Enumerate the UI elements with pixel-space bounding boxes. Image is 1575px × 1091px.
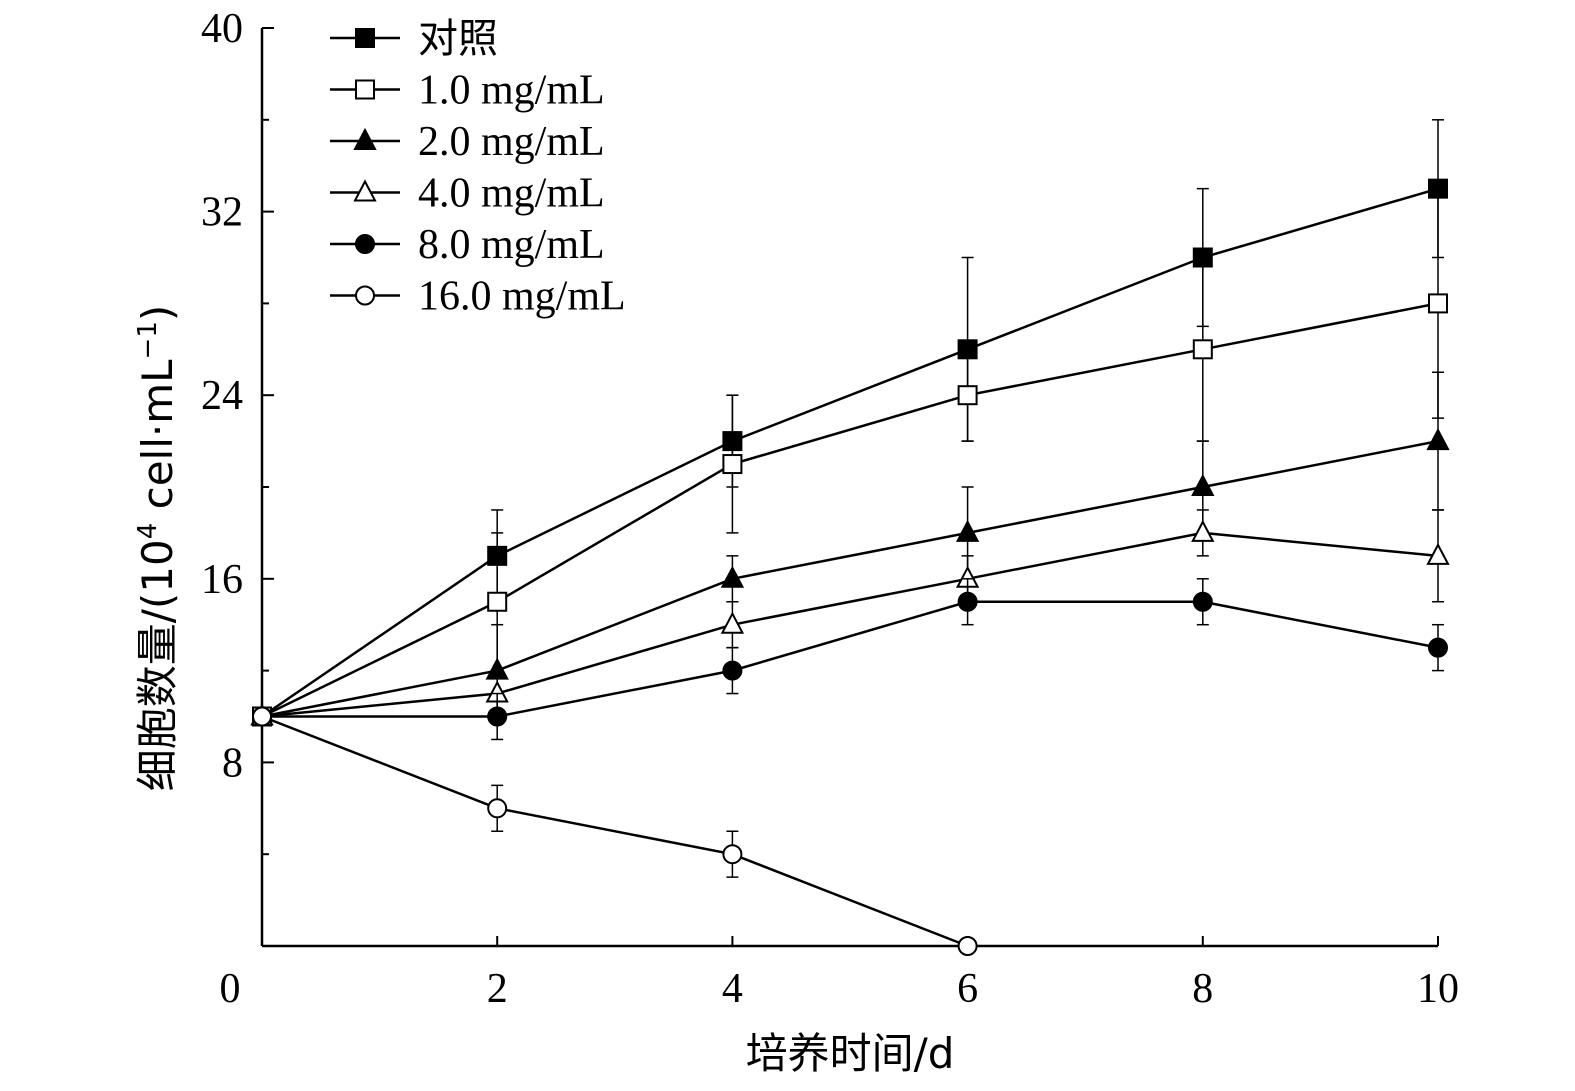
legend-marker (353, 179, 377, 202)
y-tick-label: 8 (222, 740, 243, 786)
y-axis-title-exp: 4 (133, 523, 163, 540)
data-point (957, 385, 978, 406)
data-point (1428, 637, 1448, 658)
x-tick-label: 0 (220, 966, 241, 1012)
data-point (487, 591, 508, 612)
data-point (720, 565, 745, 588)
data-point (720, 611, 745, 634)
data-point (955, 519, 980, 542)
data-point (1191, 473, 1215, 496)
legend-item: 2.0 mg/mL (330, 119, 605, 165)
series-line (261, 531, 1439, 718)
legend-label: 1.0 mg/mL (418, 68, 605, 114)
series-4 (250, 509, 1450, 726)
x-tick-label: 6 (957, 966, 978, 1012)
data-point (252, 706, 272, 727)
data-point (1192, 591, 1213, 612)
y-tick-label: 24 (201, 373, 243, 419)
x-tick-label: 10 (1417, 966, 1459, 1012)
data-point (487, 798, 508, 819)
legend-marker (355, 28, 375, 48)
legend-item: 4.0 mg/mL (330, 171, 605, 217)
series-line (261, 187, 1439, 718)
legend-marker (355, 79, 375, 100)
series-line (261, 715, 969, 948)
y-axis-title-rest: cell·mL (133, 359, 182, 523)
y-tick-label: 16 (201, 557, 243, 603)
data-point (722, 844, 743, 865)
series-line (262, 600, 1439, 718)
data-point (487, 706, 508, 727)
legend-item: 8.0 mg/mL (330, 222, 605, 268)
legend-label: 4.0 mg/mL (418, 171, 605, 217)
legend-item: 16.0 mg/mL (330, 274, 626, 320)
data-point (1426, 542, 1450, 565)
data-point (1191, 519, 1215, 542)
data-point (1428, 293, 1448, 314)
legend-item: 1.0 mg/mL (330, 68, 605, 114)
legend-marker (355, 234, 375, 254)
series-5 (252, 578, 1448, 741)
series-3 (250, 371, 1450, 726)
y-axis-title-close: ) (133, 305, 182, 321)
legend: 对照 1.0 mg/mL 2.0 mg/mL 4.0 mg/mL 8.0 mg/mL 16… (330, 16, 626, 320)
y-tick-label: 40 (201, 6, 243, 52)
data-point (957, 591, 978, 612)
series-line (261, 439, 1439, 718)
series-6 (252, 706, 978, 956)
legend-marker (353, 127, 377, 150)
y-axis-title: 细胞数量/(104 cell·mL−1) (133, 305, 182, 792)
legend-label: 8.0 mg/mL (418, 222, 605, 268)
y-tick-label: 32 (201, 190, 243, 236)
y-axis-title-exp2: −1 (133, 321, 163, 359)
legend-label: 2.0 mg/mL (418, 119, 605, 165)
axes (260, 28, 1438, 948)
series-line (261, 302, 1439, 718)
data-point (1192, 339, 1213, 360)
data-point (722, 660, 743, 681)
data-point (1426, 427, 1450, 451)
data-point (722, 454, 743, 475)
legend-label: 对照 (418, 16, 498, 62)
x-axis-title: 培养时间/d (746, 1029, 955, 1078)
y-axis-title-main: 细胞数量/(10 (133, 539, 182, 791)
legend-label: 16.0 mg/mL (418, 274, 626, 320)
legend-marker (355, 285, 375, 306)
x-tick-label: 2 (487, 966, 508, 1012)
x-tick-label: 8 (1192, 966, 1213, 1012)
legend-item: 对照 (330, 16, 498, 62)
x-tick-label: 4 (722, 966, 743, 1012)
series (250, 119, 1450, 956)
series-2 (252, 187, 1448, 727)
data-point (957, 936, 978, 956)
